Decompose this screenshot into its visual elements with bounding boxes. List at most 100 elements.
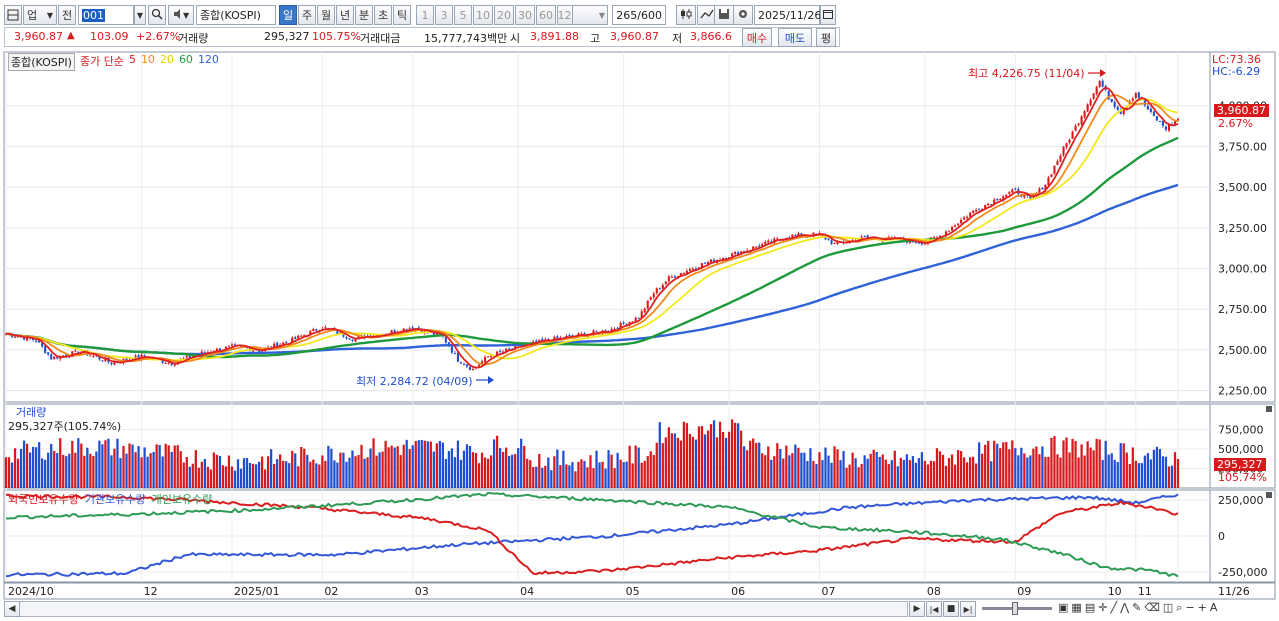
candle-body [215,348,218,352]
volume-bar [270,449,273,488]
blank-select[interactable]: ▼ [572,5,608,25]
candle [444,336,447,345]
volume-bar [435,443,438,488]
lock-icon[interactable]: ◫ [1162,601,1174,614]
candle-body [357,335,360,339]
candle [613,327,616,330]
candle-body [267,346,270,348]
buy-button[interactable]: 매수 [742,28,772,47]
interval-tab[interactable]: 1 [416,5,434,25]
period-tab[interactable]: 초 [374,5,392,25]
interval-tab[interactable]: 20 [494,5,514,25]
jump-end-button[interactable]: ▶| [960,601,976,617]
text-tool-icon[interactable]: A [1209,601,1218,614]
volume-bar [622,462,625,488]
volume-bar [65,456,68,488]
period-tab[interactable]: 주 [298,5,316,25]
period-tab[interactable]: 분 [355,5,373,25]
candle-body [932,237,936,239]
search-button[interactable] [148,5,166,25]
volume-bar [450,448,454,488]
x-tick-label: 09 [1017,585,1031,598]
volume-bar [501,451,505,488]
volume-bar [905,454,908,488]
volume-bar [556,449,559,488]
candle [580,331,583,336]
candle [712,258,716,264]
settings-button[interactable] [733,5,753,25]
interval-tab[interactable]: 60 [536,5,556,25]
interval-tab[interactable]: 10 [473,5,493,25]
calendar-button[interactable] [820,5,836,25]
horizontal-scrollbar[interactable] [4,601,908,617]
prev-button[interactable]: 전 [58,5,76,25]
code-dropdown-button[interactable]: ▼ [134,5,146,25]
crosshair-icon[interactable]: ✛ [1098,601,1108,614]
candle-body [553,336,556,342]
candle [173,362,176,367]
y-tick-label: 3,500.00 [1218,181,1267,194]
zoom-out-icon[interactable]: − [1185,601,1195,614]
volume-bar [917,458,921,488]
candle-body [318,330,321,332]
volume-last-label: 295,327주(105.74%) [8,420,122,433]
candle-body [86,350,89,356]
candle-body [330,329,333,331]
candle-style-button[interactable] [676,5,696,25]
grid-layout-icon[interactable]: ▦ [1071,601,1082,614]
low-label: 저 [672,32,683,45]
lc-label: LC:73.36 [1212,53,1262,66]
candle [276,341,279,350]
market-select[interactable]: 업 ▼ [23,5,57,25]
period-tab[interactable]: 월 [317,5,335,25]
interval-tab[interactable]: 3 [435,5,453,25]
volume-bar [1131,447,1134,488]
candle [447,342,450,347]
date-input[interactable]: 2025/11/26 [754,5,821,25]
candle-body [1092,93,1095,99]
scroll-left-button[interactable]: ◀ [4,601,20,617]
period-tab[interactable]: 일 [279,5,297,25]
sell-button[interactable]: 매도 [778,28,812,47]
scroll-right-button[interactable]: ▶ [909,601,925,617]
candle-body [291,337,294,343]
candle [950,225,954,231]
stop-button[interactable]: ■ [943,601,959,617]
draw-line-icon[interactable]: ╱ [1110,601,1118,614]
volume-bar [119,458,122,488]
period-tab[interactable]: 년 [336,5,354,25]
candle-body [405,329,408,331]
count-input[interactable]: 265/600 [612,5,666,25]
candle [89,355,92,357]
jump-start-button[interactable]: |◀ [926,601,942,617]
compare-icon[interactable]: ▤ [1084,601,1096,614]
volume-bar [932,461,936,488]
volume-bar [498,448,502,488]
volume-bar [770,459,773,488]
volume-bar [996,443,999,488]
avg-button[interactable]: 평 [816,28,836,47]
volume-bar [1062,440,1065,488]
zoom-slider-handle[interactable] [1012,602,1018,615]
interval-tab[interactable]: 5 [454,5,472,25]
volume-bar [749,440,752,488]
sound-button[interactable]: ▼ [168,5,194,25]
save-button[interactable] [714,5,734,25]
zoom-in-icon[interactable]: + [1197,601,1207,614]
fibo-icon[interactable]: ⋀ [1120,601,1130,614]
candle-body [447,342,450,347]
candle-body [875,237,878,239]
interval-tab[interactable]: 30 [515,5,535,25]
period-tab[interactable]: 틱 [393,5,411,25]
candle [1110,98,1113,103]
chart-type-icon[interactable] [4,5,22,25]
code-input[interactable]: 001 [78,5,134,25]
volume-bar [848,464,851,488]
candle-body [429,331,432,333]
magnify-icon[interactable]: ⌕ [1176,601,1183,614]
chart-window-icon[interactable]: ▣ [1058,601,1069,614]
candle [523,345,526,347]
candle-body [53,356,56,360]
pen-icon[interactable]: ✎ [1132,601,1142,614]
eraser-icon[interactable]: ⌫ [1144,601,1160,614]
